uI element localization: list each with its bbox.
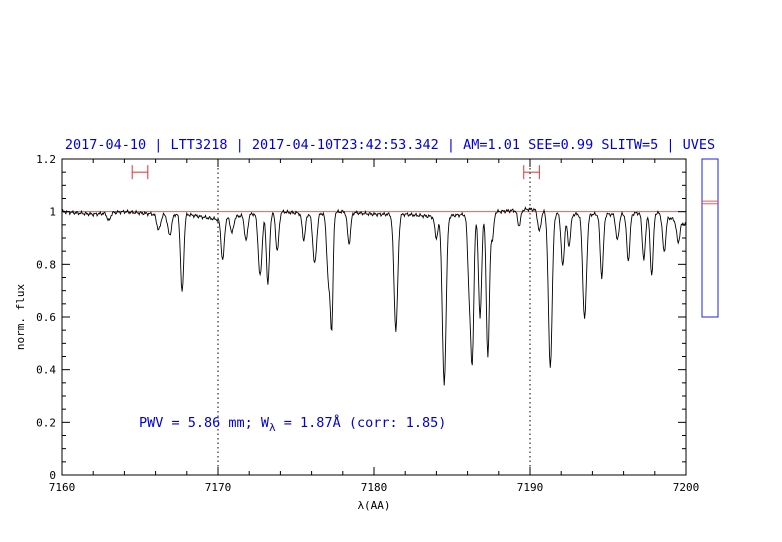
x-tick-label: 7200: [673, 481, 700, 494]
x-tick-label: 7180: [361, 481, 388, 494]
x-tick-label: 7170: [205, 481, 232, 494]
y-axis-label: norm. flux: [14, 284, 27, 351]
spectrum-series: [61, 206, 687, 386]
x-tick-label: 7160: [49, 481, 76, 494]
y-tick-label: 0.8: [36, 258, 56, 271]
side-panel-frame: [701, 158, 719, 318]
x-tick-label: 7190: [517, 481, 544, 494]
y-tick-label: 0: [49, 469, 56, 482]
x-axis: 7160 7170 7180 7190 7200: [49, 159, 700, 494]
annotation-suffix: = 1.87Å (corr: 1.85): [276, 414, 447, 431]
y-tick-label: 0.4: [36, 364, 56, 377]
y-axis: 0 0.2 0.4 0.6 0.8 1 1.2: [36, 153, 686, 482]
pwv-annotation: PWV = 5.86 mm; Wλ = 1.87Å (corr: 1.85): [139, 414, 446, 434]
chart-title: 2017-04-10 | LTT3218 | 2017-04-10T23:42:…: [65, 137, 715, 153]
x-axis-label: λ(AA): [357, 499, 390, 512]
spectrum-line: [61, 206, 687, 386]
annotation-subscript: λ: [269, 421, 276, 434]
continuum-windows: [131, 165, 540, 180]
side-panel-lines: [702, 200, 718, 205]
y-tick-label: 0.6: [36, 311, 56, 324]
y-tick-label: 0.2: [36, 416, 56, 429]
reference-lines: [217, 159, 531, 475]
y-tick-label: 1: [49, 206, 56, 219]
y-tick-label: 1.2: [36, 153, 56, 166]
annotation-prefix: PWV = 5.86 mm; W: [139, 415, 270, 431]
